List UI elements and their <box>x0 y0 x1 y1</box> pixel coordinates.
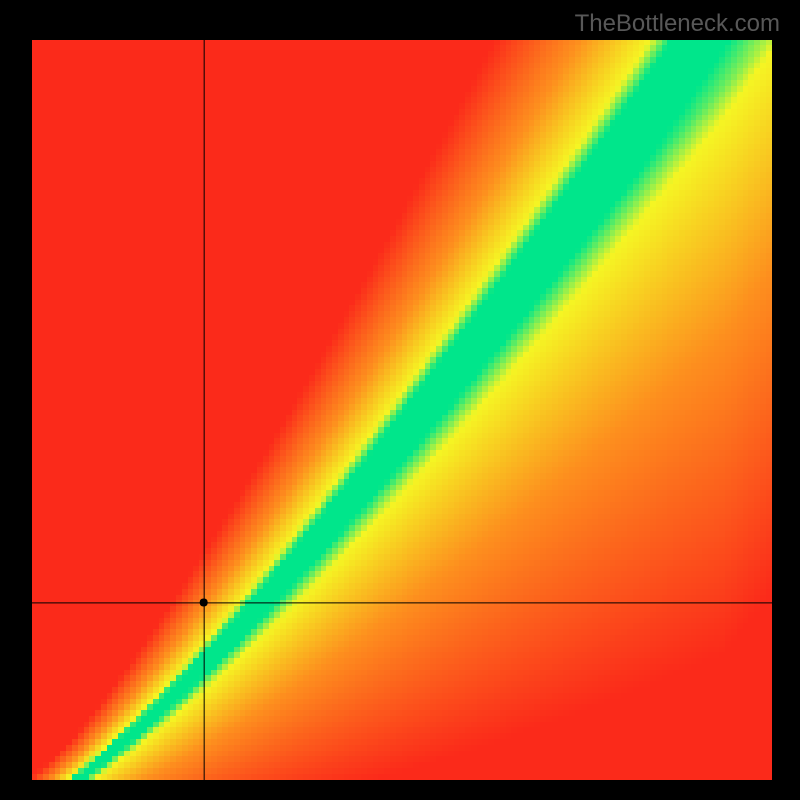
bottleneck-heatmap <box>32 40 772 780</box>
watermark-text: TheBottleneck.com <box>575 10 780 38</box>
chart-container: TheBottleneck.com <box>0 0 800 800</box>
